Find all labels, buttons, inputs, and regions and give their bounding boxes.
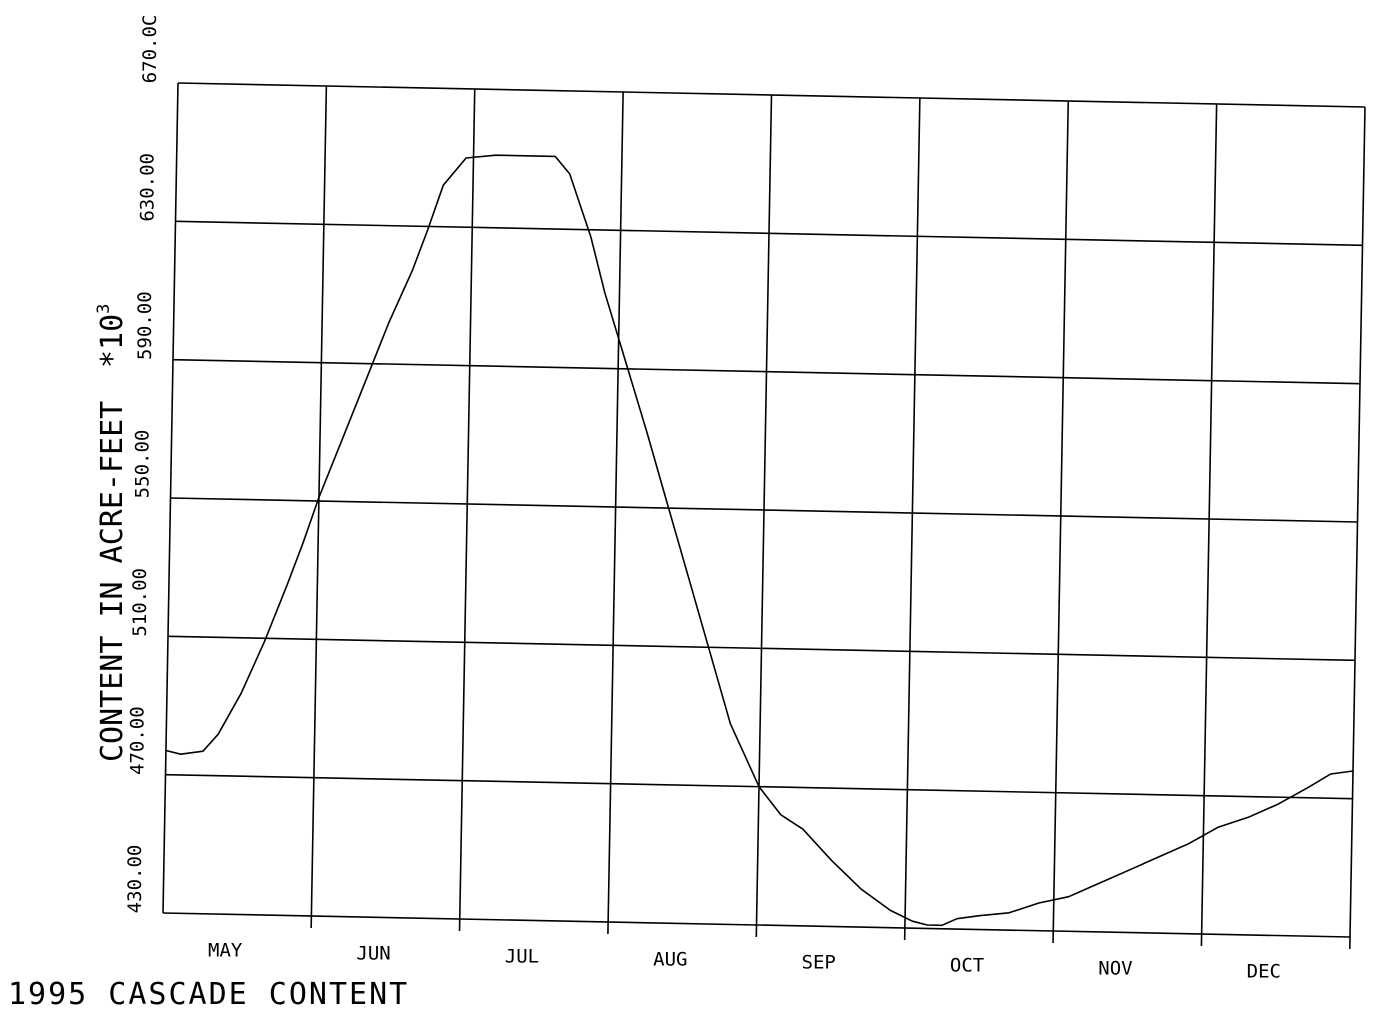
chart-title: 1995 CASCADE CONTENT [8,977,409,1012]
series-group [165,154,1354,927]
series-line-0 [165,154,1354,927]
y-tick-labels: 430.00 470.00 510.00 550.00 590.00 630.00 670.… [124,15,161,914]
v-gridline-2 [458,88,476,932]
x-tick-label-aug: AUG [653,949,687,971]
y-tick-label-1: 470.00 [127,706,149,775]
y-axis-title: CONTENT IN ACRE-FEET [95,401,130,762]
x-tick-label-jun: JUN [356,943,390,965]
v-gridline-6 [1052,100,1070,944]
v-gridline-3 [607,91,624,935]
x-tick-label-may: MAY [208,940,243,962]
y-tick-label-6: 670.0C [139,15,161,84]
v-gridline-0 [162,82,179,914]
x-tick-label-nov: NOV [1098,958,1132,980]
x-tick-label-oct: OCT [950,955,984,977]
y-tick-label-3: 550.00 [132,430,154,499]
v-gridline-7 [1200,103,1218,947]
y-tick-label-0: 430.00 [124,845,146,914]
v-gridline-5 [903,97,921,941]
y-scale-prefix: * [95,350,130,368]
y-scale-exponent: 3 [94,304,114,314]
y-tick-label-5: 630.00 [137,153,159,222]
x-tick-label-sep: SEP [802,952,836,974]
x-tick-label-jul: JUL [505,946,539,968]
svg-text:*103: *103 [94,304,130,368]
v-gridline-1 [310,85,328,929]
v-gridline-8 [1348,106,1366,950]
grid-group [162,82,1366,950]
x-tick-label-dec: DEC [1247,961,1281,983]
y-tick-label-4: 590.00 [134,291,156,360]
y-scale-factor: *103 [94,304,130,368]
x-tick-labels: MAY JUN JUL AUG SEP OCT NOV DEC [208,940,1281,983]
v-gridline-4 [755,94,773,938]
y-tick-label-2: 510.00 [129,568,151,637]
y-scale-base: 10 [95,314,130,350]
